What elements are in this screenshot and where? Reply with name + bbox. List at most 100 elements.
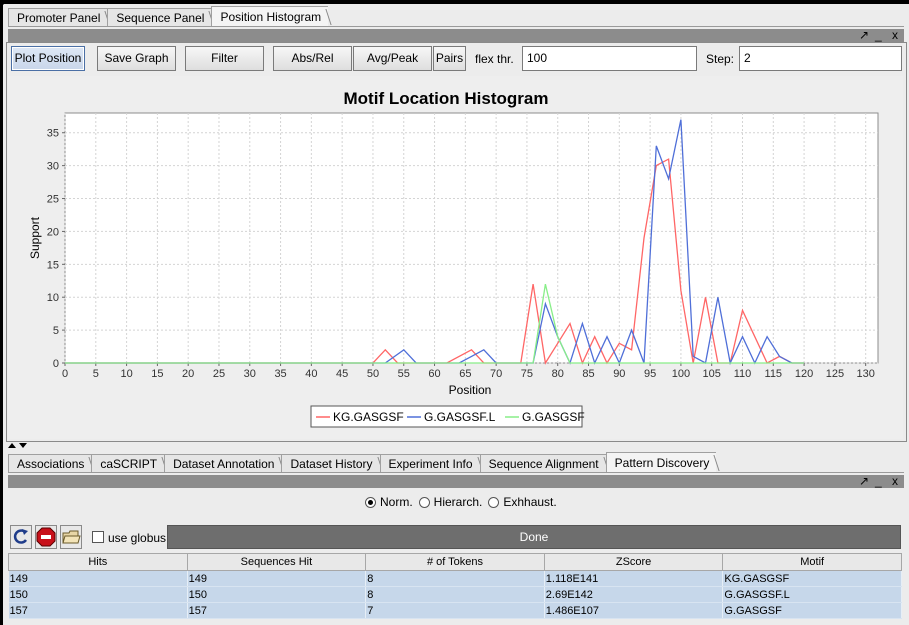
- column-header-zscore[interactable]: ZScore: [543, 553, 724, 571]
- x-tick-label: 115: [765, 368, 783, 380]
- tab-sequence-panel[interactable]: Sequence Panel: [107, 8, 212, 26]
- bottom-tab-bar: Associations caSCRIPT Dataset Annotation…: [8, 452, 717, 472]
- cell-sequences-hit: 157: [187, 602, 367, 619]
- stop-button[interactable]: [35, 525, 57, 549]
- y-tick-label: 35: [47, 128, 59, 140]
- filter-button[interactable]: Filter: [185, 46, 264, 71]
- cell-zscore: 1.486E107: [544, 602, 724, 619]
- y-tick-label: 5: [53, 325, 59, 337]
- cell-motif: KG.GASGSF: [722, 570, 902, 587]
- run-button[interactable]: [10, 525, 32, 549]
- x-tick-label: 45: [336, 368, 348, 380]
- maximize-icon[interactable]: ↗: [859, 474, 870, 488]
- y-tick-label: 25: [47, 194, 59, 206]
- abs-rel-button[interactable]: Abs/Rel: [273, 46, 352, 71]
- radio-empty-icon[interactable]: [488, 496, 500, 508]
- table-row[interactable]: 157 157 7 1.486E107 G.GASGSF: [8, 602, 902, 619]
- legend-label: KG.GASGSF: [333, 410, 404, 424]
- tab-dataset-history[interactable]: Dataset History: [281, 454, 380, 472]
- column-header-motif[interactable]: Motif: [722, 553, 902, 571]
- refresh-arrow-icon: [13, 529, 28, 544]
- results-table: Hits Sequences Hit # of Tokens ZScore Mo…: [8, 553, 902, 619]
- minimize-icon[interactable]: _: [875, 28, 882, 42]
- plot-area: [64, 112, 879, 364]
- save-graph-button[interactable]: Save Graph: [97, 46, 176, 71]
- x-tick-label: 15: [151, 368, 163, 380]
- use-globus-checkbox[interactable]: [92, 531, 104, 543]
- close-icon[interactable]: x: [892, 28, 898, 42]
- open-folder-icon: [62, 530, 81, 544]
- y-tick-label: 15: [47, 259, 59, 271]
- panel-splitter[interactable]: [0, 441, 909, 449]
- avg-peak-button[interactable]: Avg/Peak: [353, 46, 432, 71]
- cell-tokens: 8: [365, 570, 545, 587]
- window-left-border: [0, 0, 3, 625]
- x-tick-label: 20: [182, 368, 194, 380]
- radio-empty-icon[interactable]: [418, 496, 430, 508]
- tab-sequence-alignment[interactable]: Sequence Alignment: [479, 454, 606, 472]
- radio-norm[interactable]: Norm.: [365, 495, 413, 509]
- x-tick-label: 125: [826, 368, 844, 380]
- legend-box: [310, 405, 583, 428]
- histogram-chart: Motif Location Histogram Support Positio…: [8, 76, 903, 439]
- x-tick-label: 30: [244, 368, 256, 380]
- tab-experiment-info[interactable]: Experiment Info: [379, 454, 480, 472]
- x-tick-label: 60: [428, 368, 440, 380]
- step-label: Step:: [706, 52, 735, 66]
- histogram-svg: Motif Location Histogram Support Positio…: [28, 89, 879, 428]
- x-tick-label: 50: [367, 368, 379, 380]
- column-header-sequences-hit[interactable]: Sequences Hit: [186, 553, 367, 571]
- cell-sequences-hit: 150: [187, 586, 367, 603]
- tab-dataset-annotation[interactable]: Dataset Annotation: [164, 454, 282, 472]
- tab-position-histogram[interactable]: Position Histogram: [211, 6, 329, 26]
- step-input[interactable]: 2: [739, 46, 902, 71]
- table-row[interactable]: 150 150 8 2.69E142 G.GASGSF.L: [8, 586, 902, 603]
- series-line-1: [65, 158, 805, 365]
- x-tick-label: 120: [795, 368, 813, 380]
- legend-label: G.GASGSF.L: [424, 410, 496, 424]
- histogram-panel-titlebar: ↗ _ x: [8, 28, 904, 42]
- pairs-button[interactable]: Pairs: [433, 46, 466, 71]
- cell-zscore: 2.69E142: [544, 586, 724, 603]
- tab-cascript[interactable]: caSCRIPT: [91, 454, 165, 472]
- x-tick-label: 35: [274, 368, 286, 380]
- column-header-hits[interactable]: Hits: [8, 553, 188, 571]
- radio-exhaust-label: Exhhaust.: [503, 495, 557, 509]
- x-tick-label: 5: [93, 368, 99, 380]
- maximize-icon[interactable]: ↗: [859, 28, 870, 42]
- tab-pattern-discovery[interactable]: Pattern Discovery: [605, 452, 717, 472]
- column-header-tokens[interactable]: # of Tokens: [365, 553, 545, 571]
- x-tick-label: 80: [552, 368, 564, 380]
- x-tick-label: 40: [305, 368, 317, 380]
- tab-promoter-panel[interactable]: Promoter Panel: [8, 8, 108, 26]
- x-axis-label: Position: [449, 383, 492, 397]
- open-button[interactable]: [60, 525, 82, 549]
- expand-down-icon[interactable]: [19, 443, 27, 448]
- cell-hits: 157: [8, 602, 188, 619]
- chart-legend: KG.GASGSF G.GASGSF.L G.GASGSF: [310, 405, 585, 428]
- stop-sign-icon: [36, 527, 56, 547]
- x-tick-label: 0: [62, 368, 68, 380]
- radio-hierarch[interactable]: Hierarch.: [418, 495, 482, 509]
- chart-title: Motif Location Histogram: [344, 89, 549, 108]
- flex-threshold-label: flex thr.: [475, 52, 514, 66]
- radio-selected-icon[interactable]: [365, 496, 376, 508]
- x-tick-label: 70: [490, 368, 502, 380]
- flex-threshold-input[interactable]: 100: [522, 46, 697, 71]
- x-tick-label: 130: [857, 368, 875, 380]
- minimize-icon[interactable]: _: [875, 474, 882, 488]
- legend-label: G.GASGSF: [522, 410, 585, 424]
- cell-motif: G.GASGSF.L: [722, 586, 902, 603]
- close-icon[interactable]: x: [892, 474, 898, 488]
- pattern-panel-titlebar: ↗ _ x: [8, 474, 904, 488]
- table-row[interactable]: 149 149 8 1.118E141 KG.GASGSF: [8, 570, 902, 587]
- x-tick-label: 105: [703, 368, 721, 380]
- y-tick-label: 20: [47, 226, 59, 238]
- tab-associations[interactable]: Associations: [8, 454, 92, 472]
- radio-exhaust[interactable]: Exhhaust.: [488, 495, 557, 509]
- x-tick-label: 10: [120, 368, 132, 380]
- cell-tokens: 8: [365, 586, 545, 603]
- plot-position-button[interactable]: Plot Position: [11, 46, 85, 71]
- expand-up-icon[interactable]: [8, 443, 16, 448]
- cell-hits: 149: [8, 570, 188, 587]
